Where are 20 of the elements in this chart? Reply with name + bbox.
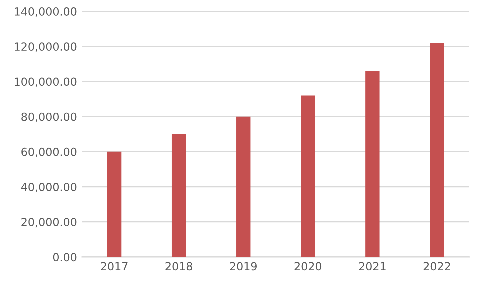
- y-tick-label: 120,000.00: [15, 42, 77, 52]
- bar: [107, 152, 122, 258]
- y-tick-label: 100,000.00: [15, 78, 77, 88]
- x-tick-label: 2021: [359, 262, 386, 271]
- y-tick-label: 80,000.00: [22, 112, 77, 122]
- x-tick-label: 2020: [294, 262, 322, 271]
- bar: [366, 71, 380, 258]
- y-tick-label: 0.00: [53, 253, 77, 262]
- y-tick-label: 60,000.00: [22, 148, 77, 158]
- bar: [301, 96, 316, 258]
- x-tick-label: 2017: [101, 262, 128, 271]
- x-tick-label: 2018: [166, 262, 192, 271]
- y-tick-label: 40,000.00: [21, 183, 77, 193]
- y-tick-label: 140,000.00: [15, 8, 77, 18]
- x-tick-label: 2022: [424, 262, 450, 271]
- bar: [236, 116, 251, 258]
- bar: [430, 43, 444, 258]
- bar: [172, 134, 186, 258]
- x-tick-label: 2019: [230, 262, 257, 271]
- y-tick-label: 20,000.00: [22, 218, 77, 228]
